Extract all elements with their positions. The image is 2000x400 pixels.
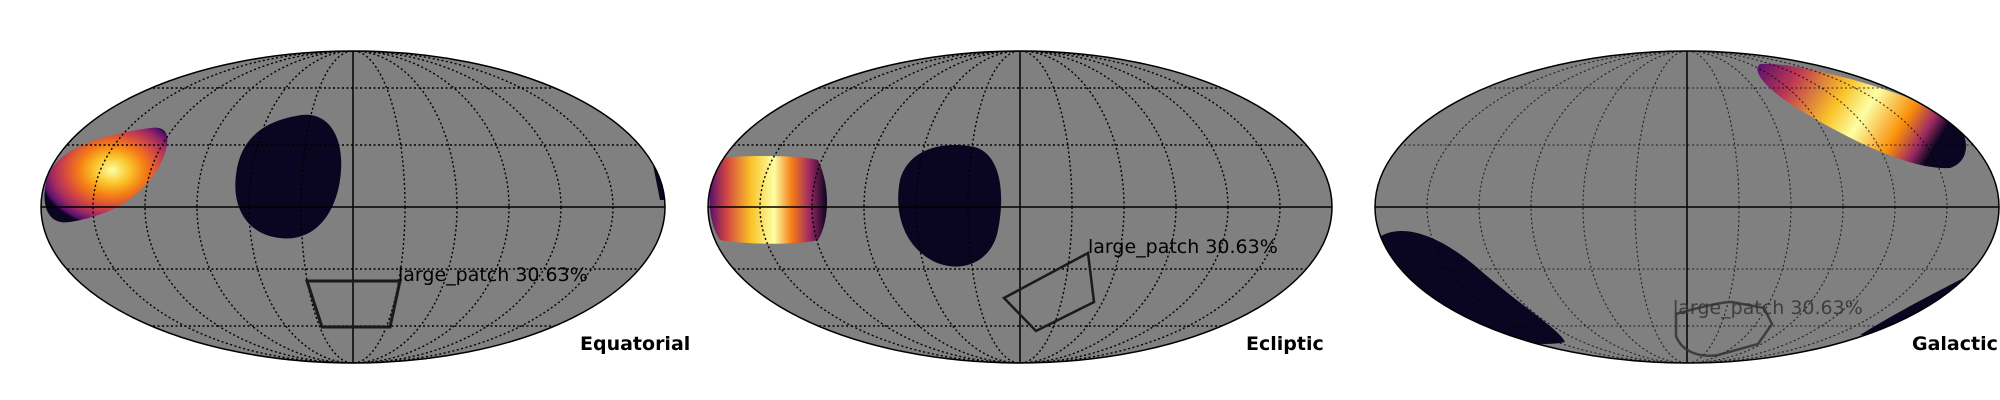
map-panel-ecliptic: large_patch 30.63% Ecliptic [707, 50, 1333, 364]
patch-label: large_patch 30.63% [1088, 236, 1278, 258]
patch-outline [1001, 251, 1096, 333]
map-outline [1374, 50, 2000, 364]
frame-label: Ecliptic [1246, 333, 1324, 355]
frame-label: Equatorial [580, 333, 690, 355]
patch-outline [1674, 300, 1774, 357]
map-panel-galactic: large_patch 30.63% Galactic [1374, 50, 2000, 364]
dark-patch [898, 145, 1002, 267]
dark-patch [1375, 231, 1565, 344]
patch-label: large_patch 30.63% [1673, 297, 1863, 319]
map-panel-equatorial: large_patch 30.63% Equatorial [40, 50, 690, 364]
map-outline [40, 50, 666, 364]
heat-patch [709, 155, 827, 244]
heat-patch [1757, 63, 1967, 169]
map-outline [707, 50, 1333, 364]
patch-label: large_patch 30.63% [398, 264, 588, 286]
frame-label: Galactic [1912, 333, 1998, 355]
heat-patch [44, 127, 168, 223]
patch-outline [304, 279, 402, 329]
